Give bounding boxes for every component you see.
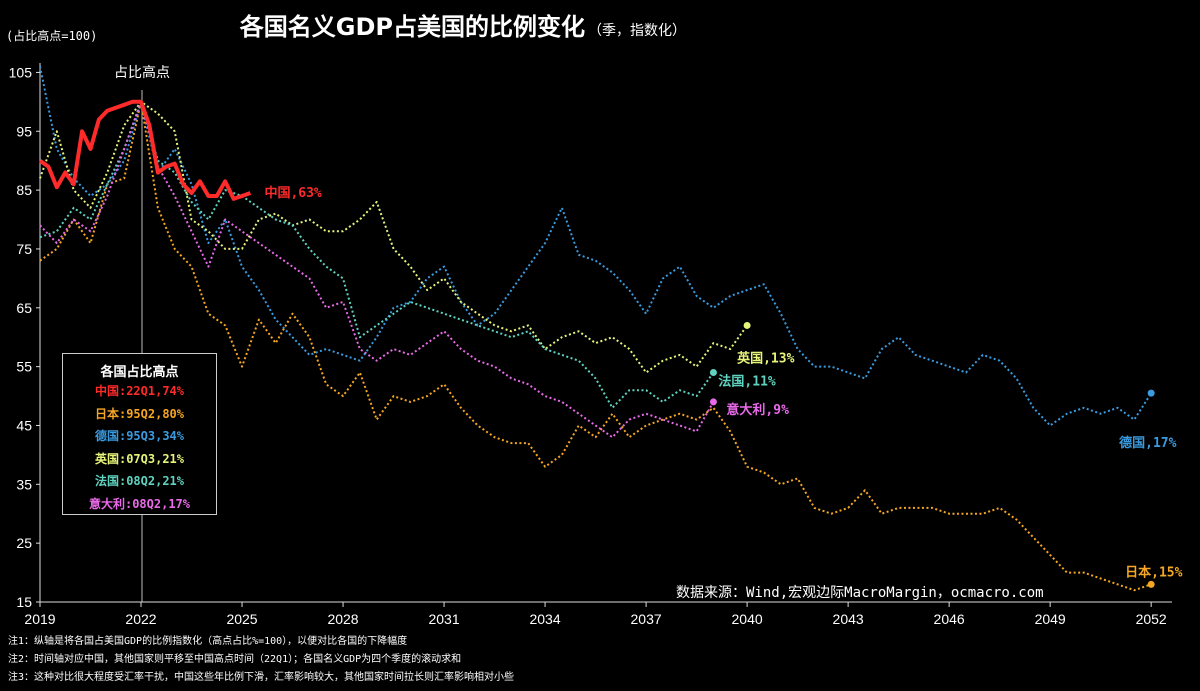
peak-label: 占比高点: [114, 64, 170, 81]
legend-title: 各国占比高点: [100, 365, 179, 380]
legend-item-uk: 英国:07Q3,21%: [94, 451, 185, 466]
series-end-label: 日本,15%: [1125, 564, 1182, 580]
series-end-point: [1147, 580, 1155, 588]
legend-item-italy: 意大利:08Q2,17%: [88, 496, 191, 511]
legend-item-france: 法国:08Q2,21%: [94, 474, 185, 488]
series-end-point: [1147, 389, 1155, 397]
series-end-label: 德国,17%: [1119, 435, 1176, 451]
y-tick-label: 25: [16, 535, 32, 551]
series-end-point: [743, 321, 751, 329]
x-tick-label: 2052: [1136, 611, 1167, 627]
series-line: [38, 99, 252, 201]
note-3: 注3：这种对比很大程度受汇率干扰，中国这些年比例下滑，汇率影响较大，其他国家时间…: [8, 672, 515, 683]
legend-item-japan: 日本:95Q2,80%: [94, 406, 185, 421]
x-tick-label: 2037: [631, 611, 662, 627]
y-tick-label: 55: [16, 359, 32, 375]
y-tick-label: 105: [9, 64, 33, 80]
x-tick-label: 2049: [1035, 611, 1066, 627]
series-end-label: 法国,11%: [718, 374, 775, 390]
chart-title-suffix: （季，指数化）: [588, 23, 686, 39]
x-tick-label: 2025: [226, 611, 257, 627]
x-tick-label: 2043: [833, 611, 864, 627]
series-group: 日本,15% 德国,17% 英国,13% 法国,11% 意大利,9% 中国,63%: [38, 66, 1183, 592]
y-tick-label: 65: [16, 300, 32, 316]
x-tick-label: 2034: [529, 611, 560, 627]
x-tick-label: 2046: [934, 611, 965, 627]
source-text: 数据来源：Wind,宏观边际MacroMargin，ocmacro.com: [676, 585, 1044, 601]
x-tick-label: 2028: [327, 611, 358, 627]
chart-title: 各国名义GDP占美国的比例变化: [239, 13, 585, 41]
x-tick-label: 2031: [428, 611, 459, 627]
series-end-point: [709, 369, 717, 377]
series-end-point: [709, 398, 717, 406]
series-line: [39, 66, 1153, 427]
legend-box: 各国占比高点 中国:22Q1,74% 日本:95Q2,80% 德国:95Q3,3…: [62, 353, 217, 515]
series-line: [39, 100, 1152, 592]
y-tick-label: 35: [16, 476, 32, 492]
y-tick-label: 85: [16, 182, 32, 198]
note-2: 注2：时间轴对应中国，其他国家则平移至中国高点时间（22Q1）；各国名义GDP为…: [8, 654, 462, 665]
note-1: 注1：纵轴是将各国占美国GDP的比例指数化（高点占比%=100），以便对比各国的…: [8, 636, 408, 647]
axes: 2019 2022 2025 2028 2031 2034 2037 2040 2043 2046…: [9, 63, 1172, 627]
legend-item-germany: 德国:95Q3,34%: [94, 429, 185, 443]
title-group: 各国名义GDP占美国的比例变化 （季，指数化）: [239, 13, 686, 41]
x-tick-label: 2022: [125, 611, 156, 627]
series-line: [39, 100, 748, 374]
x-tick-label: 2040: [732, 611, 763, 627]
y-axis-unit-label: (占比高点=100): [6, 28, 97, 43]
series-end-label: 中国,63%: [264, 185, 321, 201]
y-tick-label: 95: [16, 123, 32, 139]
x-tick-label: 2019: [24, 611, 55, 627]
series-end-label: 英国,13%: [736, 350, 794, 366]
legend-item-china: 中国:22Q1,74%: [94, 384, 185, 398]
y-tick-label: 75: [16, 241, 32, 257]
series-end-label: 意大利,9%: [726, 402, 789, 418]
y-tick-label: 45: [16, 417, 32, 433]
y-tick-label: 15: [16, 594, 32, 610]
